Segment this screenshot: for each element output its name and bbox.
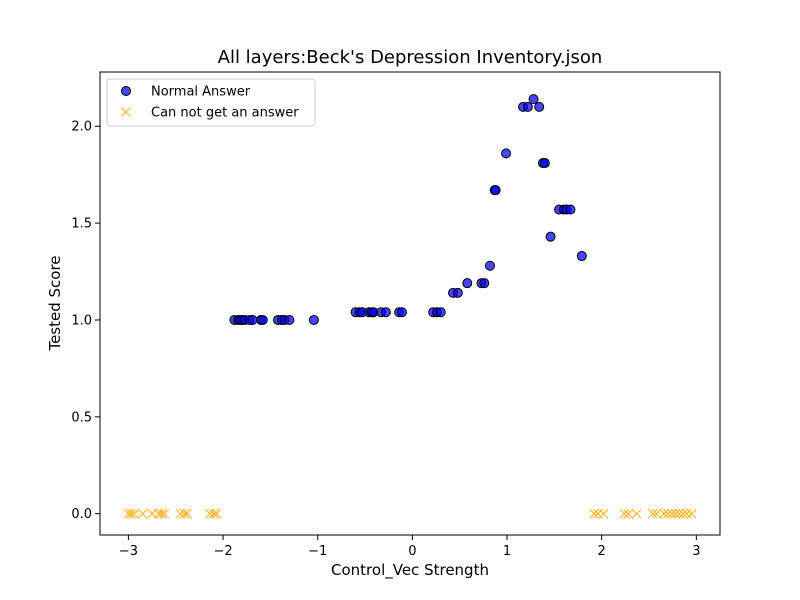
data-point-no-answer — [159, 508, 170, 519]
data-point-no-answer — [659, 508, 670, 519]
data-point-normal — [534, 101, 545, 112]
x-tick-label: −3 — [119, 544, 138, 559]
data-point-no-answer — [126, 508, 137, 519]
data-point-normal — [452, 287, 463, 298]
x-tick-label: −1 — [308, 544, 327, 559]
data-point-normal — [565, 204, 576, 215]
data-point-normal — [247, 314, 258, 325]
data-point-normal — [308, 314, 319, 325]
data-point-normal — [522, 101, 533, 112]
x-tick-label: 2 — [598, 544, 606, 559]
data-point-normal — [380, 307, 391, 318]
plot-frame — [99, 71, 721, 536]
data-point-normal — [545, 231, 556, 242]
data-point-no-answer — [623, 508, 634, 519]
x-tick-label: 1 — [503, 544, 511, 559]
data-point-no-answer — [651, 508, 662, 519]
data-point-no-answer — [631, 508, 642, 519]
x-tick-label: −2 — [213, 544, 232, 559]
legend-label: Can not get an answer — [151, 106, 299, 121]
x-axis: −3 −2 −1 0 1 2 3 — [119, 535, 700, 559]
data-point-normal — [462, 278, 473, 289]
data-point-no-answer — [670, 508, 681, 519]
data-point-no-answer — [208, 508, 219, 519]
data-point-normal — [435, 307, 446, 318]
x-axis-label: Control_Vec Strength — [331, 561, 489, 580]
legend-item: Normal Answer — [121, 85, 251, 100]
y-tick-label: 1.5 — [71, 217, 92, 232]
data-point-normal — [501, 148, 512, 159]
data-point-normal — [484, 260, 495, 271]
chart-title: All layers:Beck's Depression Inventory.j… — [218, 47, 603, 68]
x-tick-label: 0 — [408, 544, 416, 559]
plot-area — [99, 71, 721, 536]
data-point-normal — [396, 307, 407, 318]
y-tick-label: 2.0 — [71, 120, 92, 135]
data-point-no-answer — [598, 508, 609, 519]
y-axis: 0.0 0.5 1.0 1.5 2.0 — [71, 120, 100, 522]
data-point-normal — [257, 314, 268, 325]
data-point-no-answer — [589, 508, 600, 519]
data-point-normal — [284, 314, 295, 325]
data-point-no-answer — [619, 508, 630, 519]
data-point-no-answer — [678, 508, 689, 519]
data-point-no-answer — [666, 508, 677, 519]
data-point-normal — [576, 251, 587, 262]
data-point-normal — [490, 185, 501, 196]
data-point-no-answer — [137, 508, 148, 519]
data-point-no-answer — [681, 508, 692, 519]
data-point-normal — [528, 94, 539, 105]
data-point-no-answer — [674, 508, 685, 519]
legend-item: Can not get an answer — [121, 106, 299, 121]
data-point-normal — [479, 278, 490, 289]
legend-label: Normal Answer — [151, 85, 251, 100]
data-point-no-answer — [686, 508, 697, 519]
legend-marker-x — [121, 107, 131, 117]
data-points — [123, 94, 697, 519]
legend-box — [106, 78, 316, 127]
data-point-no-answer — [182, 508, 193, 519]
data-point-no-answer — [647, 508, 658, 519]
y-tick-label: 0.5 — [71, 410, 92, 425]
data-point-no-answer — [129, 508, 140, 519]
data-point-normal — [539, 158, 550, 169]
data-point-no-answer — [156, 508, 167, 519]
data-point-no-answer — [211, 508, 222, 519]
y-tick-label: 0.0 — [71, 507, 92, 522]
data-point-no-answer — [662, 508, 673, 519]
x-tick-label: 3 — [692, 544, 700, 559]
legend: Normal Answer Can not get an answer — [106, 78, 316, 127]
data-point-no-answer — [179, 508, 190, 519]
legend-marker-circle — [121, 86, 131, 96]
y-axis-label: Tested Score — [46, 255, 64, 351]
y-tick-label: 1.0 — [71, 313, 92, 328]
